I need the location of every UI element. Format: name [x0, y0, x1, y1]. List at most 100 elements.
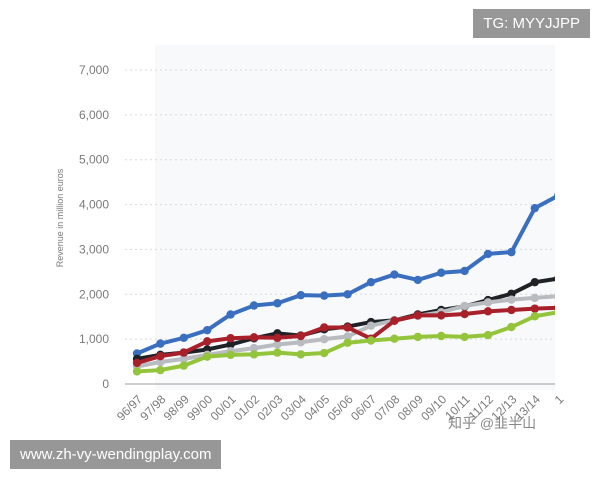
- data-point: [554, 275, 555, 282]
- top-right-badge: TG: MYYJJPP: [473, 9, 590, 38]
- data-point: [483, 298, 493, 307]
- x-tick-label: 98/99: [161, 392, 192, 423]
- series-green-series: [132, 309, 555, 376]
- x-tick-label: 96/97: [114, 392, 145, 423]
- data-point: [156, 357, 165, 367]
- data-point: [179, 354, 188, 364]
- data-point: [249, 333, 259, 342]
- x-tick-label: 05/06: [325, 392, 356, 423]
- data-point: [366, 321, 376, 330]
- data-point: [343, 338, 352, 347]
- y-tick-label: 5,000: [79, 153, 109, 167]
- data-point: [507, 305, 516, 315]
- data-point: [530, 277, 539, 287]
- data-point: [460, 332, 469, 342]
- data-point: [132, 367, 142, 376]
- data-point: [366, 277, 376, 287]
- data-point: [530, 203, 539, 213]
- data-point: [249, 350, 259, 359]
- y-axis-label: Revenue in million euros: [55, 168, 65, 267]
- x-tick-label: 09/10: [418, 392, 449, 423]
- data-point: [554, 305, 555, 311]
- data-point: [320, 334, 329, 344]
- data-point: [226, 350, 235, 360]
- data-point: [483, 307, 493, 316]
- x-tick-label: 00/01: [208, 392, 239, 423]
- data-point: [156, 339, 165, 348]
- x-tick-label: 03/04: [278, 392, 309, 423]
- data-point: [413, 332, 422, 342]
- data-point: [320, 323, 329, 332]
- data-point: [203, 325, 212, 335]
- data-point: [554, 293, 555, 299]
- plot-background: [155, 45, 555, 390]
- series-red-series: [132, 304, 555, 368]
- y-tick-label: 0: [102, 377, 109, 391]
- data-point: [226, 310, 235, 319]
- x-tick-label: 07/08: [371, 392, 402, 423]
- data-point: [320, 348, 329, 358]
- data-point: [413, 275, 422, 285]
- data-point: [530, 293, 539, 303]
- x-tick-label: 06/07: [348, 392, 379, 423]
- x-tick-label: 97/98: [137, 392, 168, 423]
- y-tick-label: 3,000: [79, 242, 109, 256]
- data-point: [413, 311, 422, 320]
- data-point: [460, 309, 469, 319]
- data-point: [366, 336, 376, 345]
- data-point: [483, 330, 493, 340]
- data-point: [156, 365, 165, 375]
- data-point: [507, 295, 516, 304]
- series-group: [132, 192, 555, 376]
- data-point: [296, 290, 305, 300]
- data-point: [203, 352, 212, 361]
- data-point: [343, 323, 352, 332]
- data-point: [437, 268, 446, 277]
- bottom-left-badge: www.zh-vy-wendingplay.com: [10, 440, 222, 469]
- data-point: [179, 333, 188, 342]
- data-point: [179, 348, 188, 357]
- data-point: [249, 301, 259, 310]
- data-point: [226, 340, 235, 349]
- data-point: [296, 331, 305, 341]
- data-point: [530, 312, 539, 321]
- y-tick-label: 4,000: [79, 198, 109, 212]
- x-tick-label: 02/03: [254, 392, 285, 423]
- data-point: [273, 340, 282, 349]
- data-point: [554, 192, 555, 199]
- data-point: [530, 304, 539, 313]
- data-point: [273, 348, 282, 357]
- data-point: [179, 361, 188, 370]
- data-point: [507, 322, 516, 332]
- x-tick-label: 1: [552, 392, 567, 407]
- y-axis-ticks: 0 1,000 2,000 3,000 4,000 5,000 6,000 7,000: [79, 63, 109, 391]
- y-tick-label: 2,000: [79, 287, 109, 301]
- data-point: [554, 309, 555, 315]
- series-blue-series: [132, 192, 555, 358]
- data-point: [390, 334, 399, 343]
- watermark: 知乎 @韭半山: [448, 415, 536, 431]
- data-point: [156, 351, 165, 361]
- data-point: [483, 249, 493, 259]
- y-tick-label: 1,000: [79, 332, 109, 346]
- data-point: [273, 299, 282, 308]
- x-tick-label: 99/00: [184, 392, 215, 423]
- x-tick-label: 08/09: [395, 392, 426, 423]
- data-point: [249, 343, 259, 353]
- data-point: [132, 358, 142, 368]
- x-tick-label: 01/02: [231, 392, 262, 423]
- data-point: [390, 270, 399, 279]
- data-point: [390, 316, 399, 325]
- data-point: [320, 291, 329, 300]
- y-tick-label: 6,000: [79, 108, 109, 122]
- data-point: [460, 301, 469, 311]
- x-tick-label: 04/05: [301, 392, 332, 423]
- y-tick-label: 7,000: [79, 63, 109, 77]
- data-point: [273, 333, 282, 342]
- data-point: [437, 331, 446, 341]
- data-point: [507, 247, 516, 257]
- data-point: [203, 337, 212, 346]
- data-point: [343, 290, 352, 299]
- data-point: [437, 311, 446, 320]
